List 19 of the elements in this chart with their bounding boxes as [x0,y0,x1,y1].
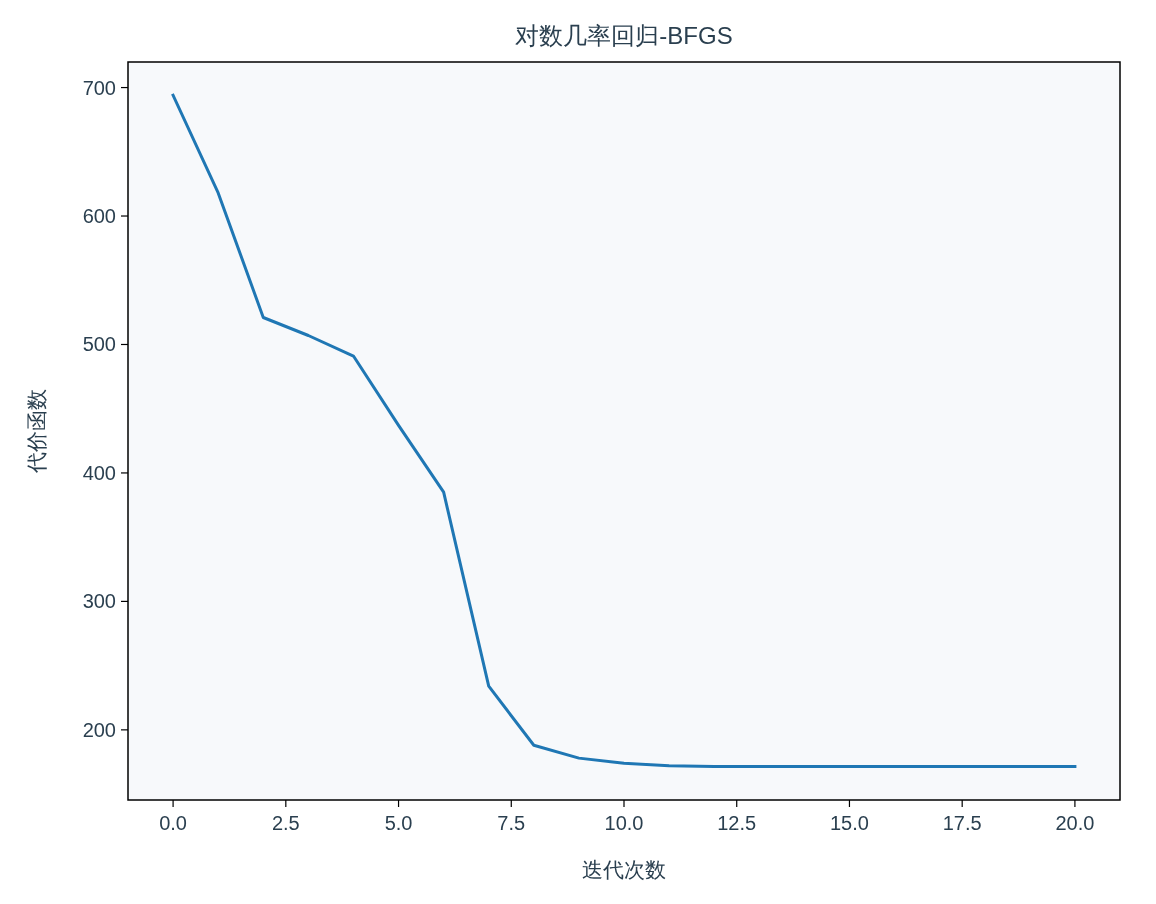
y-tick-label: 600 [82,205,116,228]
x-tick-label: 17.5 [942,812,982,834]
y-tick-label: 500 [82,333,116,356]
x-tick-label: 12.5 [717,812,757,834]
x-tick-label: 10.0 [604,812,644,834]
y-axis-title: 代价函数 [25,389,48,474]
x-tick-label: 0.0 [159,812,187,834]
chart-title: 对数几率回归-BFGS [515,22,733,49]
x-tick-label: 2.5 [271,812,300,834]
x-tick-label: 7.5 [497,812,526,834]
x-tick-label: 5.0 [384,812,413,834]
x-axis-title: 迭代次数 [582,858,666,881]
y-tick-label: 400 [82,461,116,484]
y-tick-label: 300 [82,590,116,613]
y-tick-label: 200 [82,718,116,741]
x-tick-label: 20.0 [1055,812,1095,834]
x-tick-label: 15.0 [829,812,869,834]
line-series [171,93,1077,768]
y-tick-label: 700 [82,76,116,99]
